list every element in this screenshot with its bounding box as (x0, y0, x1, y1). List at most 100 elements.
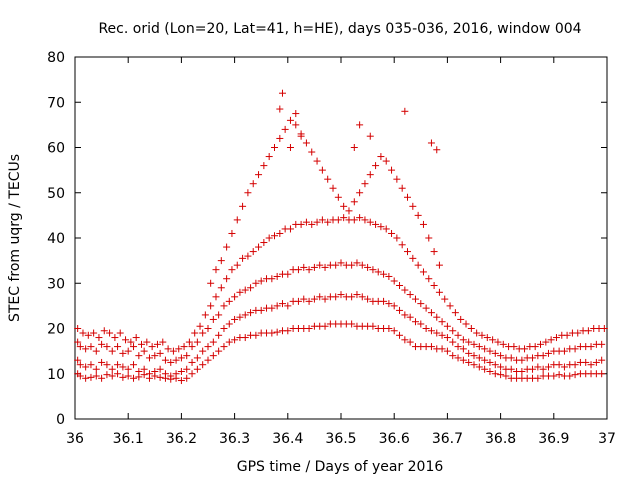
plot-frame (74, 56, 608, 420)
data-point (151, 352, 159, 360)
data-point (98, 374, 106, 382)
data-point (76, 361, 84, 369)
data-point (401, 286, 409, 294)
data-point (390, 302, 398, 310)
data-point (571, 345, 579, 353)
data-point (537, 340, 544, 348)
data-point (130, 374, 138, 382)
data-point (366, 218, 374, 226)
data-point (404, 248, 411, 256)
data-point (204, 343, 212, 351)
data-point (231, 315, 239, 323)
data-point (587, 361, 595, 369)
data-point (563, 331, 571, 339)
data-point (76, 372, 84, 380)
data-point (297, 132, 305, 140)
data-point (385, 325, 393, 332)
data-point (430, 282, 438, 290)
data-point (215, 347, 223, 355)
data-point (278, 89, 286, 97)
x-tick-label: 36.9 (538, 431, 569, 447)
data-point (167, 358, 175, 366)
data-point (385, 272, 393, 280)
data-point (183, 352, 191, 360)
data-point (465, 338, 473, 346)
data-point (183, 365, 191, 373)
data-point (175, 345, 183, 353)
data-point (225, 297, 233, 305)
data-point (74, 325, 82, 332)
data-point (308, 220, 316, 228)
data-point (310, 263, 318, 271)
data-point (82, 363, 90, 371)
data-point (302, 218, 310, 226)
data-point (228, 266, 236, 274)
data-point (544, 363, 552, 371)
data-point (409, 254, 417, 262)
data-point (486, 347, 494, 355)
data-point (454, 343, 462, 351)
data-point (294, 266, 302, 274)
data-point (124, 347, 132, 355)
data-point (361, 216, 369, 224)
data-point (132, 334, 140, 342)
data-point (345, 207, 353, 215)
data-point (449, 338, 457, 346)
data-point (177, 367, 185, 375)
data-point (571, 371, 579, 379)
x-tick-label: 36.8 (485, 431, 516, 447)
data-point (95, 334, 103, 342)
data-point (284, 327, 292, 335)
data-point (411, 318, 419, 326)
data-point (337, 259, 345, 267)
data-point (156, 365, 164, 373)
data-point (427, 139, 435, 147)
data-point (209, 315, 217, 323)
data-point (108, 365, 116, 373)
data-point (507, 354, 515, 362)
data-point (103, 371, 111, 379)
data-point (82, 374, 90, 382)
data-point (148, 343, 156, 351)
data-point (292, 121, 300, 129)
data-point (348, 261, 356, 269)
data-point (265, 153, 273, 161)
data-point (151, 367, 159, 375)
data-point (443, 347, 451, 355)
data-point (273, 328, 281, 336)
data-point (217, 257, 225, 265)
data-point (449, 352, 457, 360)
y-tick-label: 30 (47, 276, 65, 292)
data-point (114, 370, 122, 378)
data-point (241, 334, 249, 342)
data-point (161, 356, 169, 364)
data-point (145, 370, 153, 378)
data-point (74, 338, 82, 346)
data-point (199, 329, 207, 337)
data-point (191, 329, 199, 337)
data-point (271, 232, 278, 240)
data-point (241, 311, 249, 319)
data-point (276, 229, 284, 237)
data-point (74, 356, 82, 364)
data-point (478, 331, 486, 339)
data-point (236, 288, 244, 296)
data-point (188, 343, 196, 351)
data-point (350, 216, 358, 224)
x-axis: 36 36.1 36.2 36.3 36.4 36.5 36.6 36.7 36.8 36.9 37 (66, 57, 616, 447)
data-point (212, 266, 220, 274)
data-point (598, 356, 606, 364)
y-tick-label: 10 (47, 367, 65, 383)
data-point (305, 297, 313, 305)
data-point (180, 343, 188, 351)
data-point (393, 175, 401, 183)
data-point (135, 367, 143, 375)
data-point (433, 313, 441, 321)
data-point (130, 343, 138, 351)
data-point (427, 309, 435, 317)
data-point (92, 372, 100, 380)
data-point (87, 373, 95, 381)
data-point (348, 320, 356, 328)
data-point (544, 349, 552, 357)
data-point (475, 343, 483, 351)
